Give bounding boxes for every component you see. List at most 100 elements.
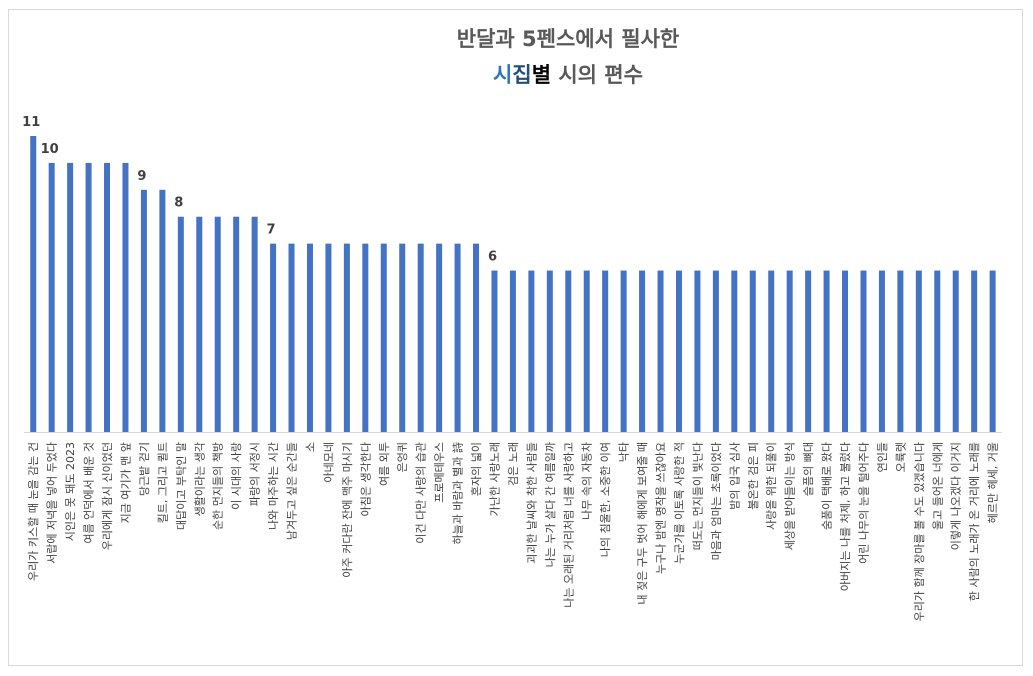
x-tick-label: 당근밭 걷기: [138, 442, 151, 496]
x-tick-label: 밤의 입국 심사: [728, 442, 741, 510]
bar: [48, 162, 55, 432]
x-tick-label: 이 시대의 사랑: [230, 442, 243, 510]
x-tick-label: 누군가를 이토록 사랑한 적: [673, 442, 686, 564]
bar: [270, 243, 277, 432]
x-tick-label: 떠도는 먼지들이 빛난다: [691, 442, 704, 550]
x-tick-label: 순한 먼지들의 책방: [212, 442, 225, 530]
bar: [491, 270, 498, 432]
x-tick-label: 대답이고 부탁인 말: [175, 442, 188, 530]
x-tick-label: 불온한 검은 피: [747, 442, 760, 510]
x-tick-label: 은엉퀴: [396, 442, 409, 472]
x-tick-label: 숨품이 택배로 왔다: [821, 442, 834, 530]
x-tick-label: 누구나 밤엔 명작을 쓰잖아요: [655, 442, 668, 574]
bar: [251, 216, 258, 432]
x-tick-label: 아버지는 나를 처제, 하고 불렀다: [838, 442, 852, 591]
chart-title-line1: 반달과 5펜스에서 필사한: [457, 27, 679, 51]
x-tick-label: 혼자의 넓이: [470, 442, 483, 496]
x-tick-label: 가난한 사랑노래: [488, 442, 501, 516]
x-tick-label: 프로메테우스: [433, 442, 446, 503]
bar: [528, 270, 535, 432]
x-tick-label: 아주 커다란 잔에 맥주 마시기: [341, 442, 354, 577]
x-tick-label: 헤르만 헤세, 거울: [987, 442, 1000, 523]
chart-title-line2-part: 시의 편수: [551, 63, 643, 87]
x-tick-label: 나무 속의 자동차: [581, 442, 594, 520]
x-tick-label: 나의 침울한, 소중한 이여: [599, 442, 612, 557]
bar: [639, 270, 646, 432]
x-tick-label: 연인들: [876, 442, 889, 472]
x-tick-label: 마음과 엄마는 초록이었다: [710, 442, 723, 560]
bar: [546, 270, 553, 432]
data-label: 6: [488, 250, 497, 265]
x-tick-label: 생활이라는 생각: [192, 442, 206, 516]
bar: [971, 270, 978, 432]
bar: [731, 270, 738, 432]
x-tick-label: 우리가 함께 장마를 볼 수도 있겠습니다: [913, 442, 926, 621]
x-tick-label: 울고 들어온 너에게: [931, 442, 944, 530]
x-tick-label: 내 젖은 구두 벗어 해에게 보여줄 때: [635, 442, 649, 605]
x-tick-label: 어린 나무의 눈을 털어주다: [857, 442, 870, 564]
bar: [842, 270, 849, 432]
x-tick-label: 나는 오래된 거리처럼 너를 사랑하고: [561, 442, 575, 608]
x-tick-label: 하늘과 바람과 별과 詩: [451, 442, 465, 544]
chart-title-line2-part: 별: [532, 63, 551, 87]
x-tick-label: 낙타: [618, 442, 631, 462]
bar: [860, 270, 867, 432]
bar: [214, 216, 221, 432]
bar: [233, 216, 240, 432]
x-tick-label: 오륙렛: [894, 442, 907, 472]
bar: [675, 270, 682, 432]
bar: [897, 270, 904, 432]
bar: [565, 270, 572, 432]
bar: [85, 162, 92, 432]
bar: [454, 243, 461, 432]
bar: [915, 270, 922, 432]
bar: [399, 243, 406, 432]
x-tick-label: 사랑을 위한 되풀이: [765, 442, 778, 530]
bar: [989, 270, 996, 432]
bar: [473, 243, 480, 432]
bar: [67, 162, 74, 432]
x-tick-label: 아침은 생각한다: [359, 442, 372, 516]
x-tick-label: 소: [304, 442, 317, 452]
x-tick-label: 이렇게 나오겠다 이거지: [950, 442, 963, 550]
bar: [805, 270, 812, 432]
bar: [288, 243, 295, 432]
bar: [104, 162, 111, 432]
bar: [602, 270, 609, 432]
bar: [786, 270, 793, 432]
x-tick-label: 킬트, 그리고 퀼트: [156, 442, 169, 523]
data-label: 10: [41, 142, 59, 157]
bar: [159, 189, 166, 432]
x-tick-label: 슬픔의 뼈대: [802, 442, 815, 496]
bar: [712, 270, 719, 432]
x-tick-label: 세상을 받아들이는 방식: [784, 442, 797, 550]
bar: [657, 270, 664, 432]
data-label: 11: [22, 115, 40, 130]
bar: [694, 270, 701, 432]
x-tick-label: 지금 여기가 맨 앞: [119, 442, 132, 523]
bar: [934, 270, 941, 432]
x-tick-label: 우리에게 잠시 신이었던: [101, 442, 114, 550]
x-tick-label: 검은 노래: [507, 442, 520, 486]
bar: [196, 216, 203, 432]
chart-title-line2: 시집별 시의 편수: [493, 63, 643, 87]
x-tick-label: 남겨두고 싶은 순간들: [286, 442, 299, 540]
bar: [768, 270, 775, 432]
bar: [325, 243, 332, 432]
bar: [140, 189, 147, 432]
x-tick-label: 우리가 키스할 때 눈을 감는 건: [27, 442, 40, 581]
x-tick-label: 서랍에 저녁을 넣어 두었다: [46, 442, 59, 564]
data-label: 8: [174, 196, 183, 211]
bar: [362, 243, 369, 432]
bar: [417, 243, 424, 432]
bar: [878, 270, 885, 432]
x-tick-label: 여름 외투: [378, 442, 391, 486]
x-tick-label: 나와 마주하는 시간: [266, 442, 280, 530]
chart-title-line2-part: 집: [512, 63, 531, 87]
tick-labels-group: 우리가 키스할 때 눈을 감는 건 서랍에 저녁을 넣어 두었다 시인은 못 돼도 …: [27, 442, 999, 621]
x-tick-label: 이건 다만 사랑의 습관: [415, 442, 428, 544]
bar: [823, 270, 830, 432]
data-label: 7: [267, 223, 276, 238]
